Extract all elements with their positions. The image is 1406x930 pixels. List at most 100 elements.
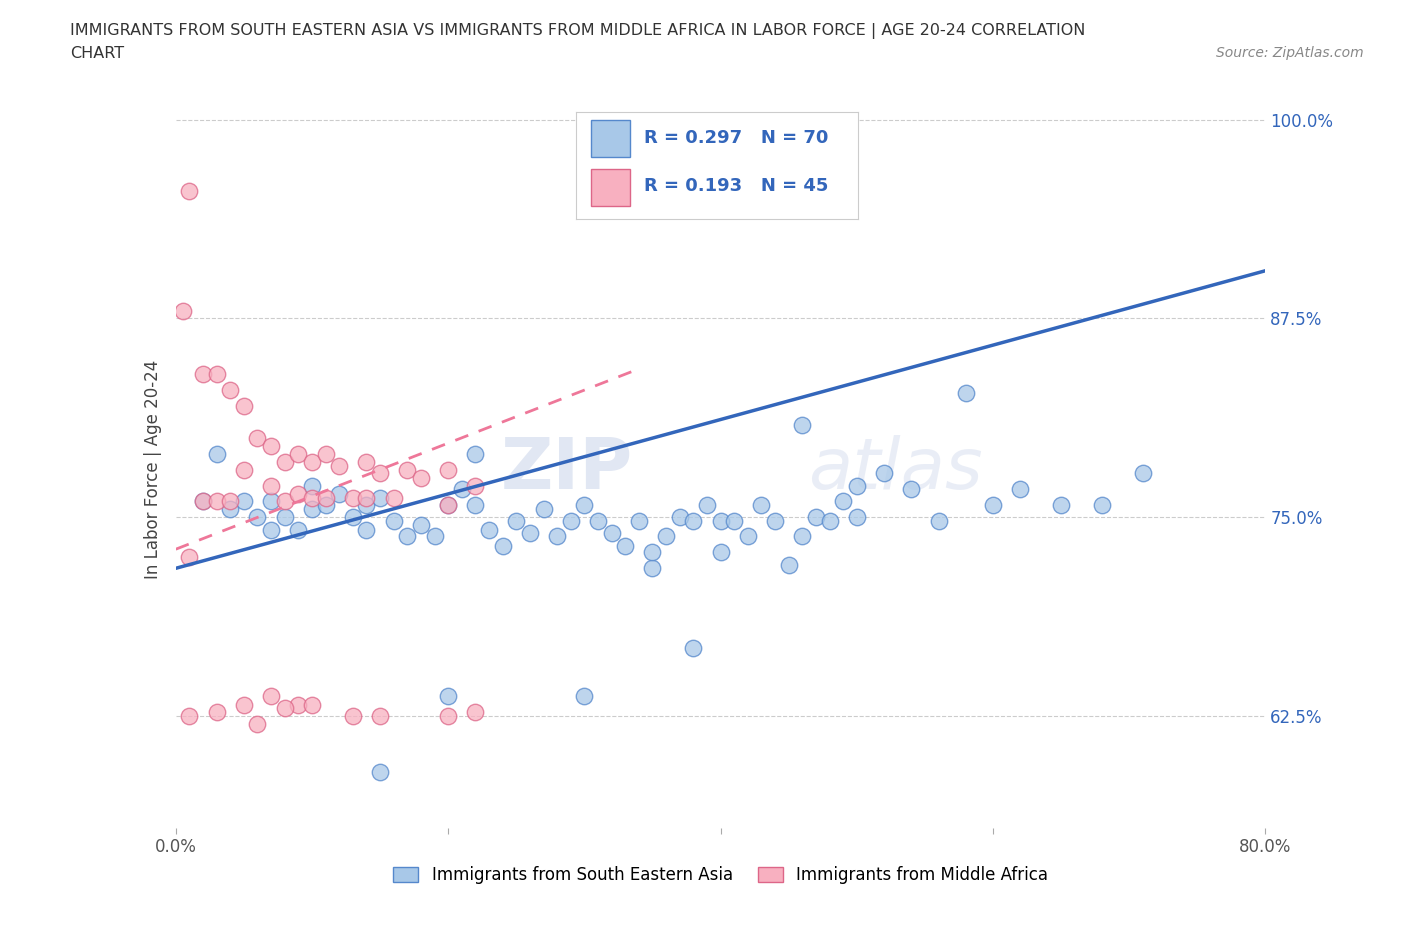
Point [533, 502, 555, 517]
Point [232, 494, 254, 509]
Point [478, 523, 501, 538]
Point [437, 709, 460, 724]
Point [301, 454, 323, 469]
Point [423, 529, 446, 544]
Point [873, 465, 896, 480]
Point [981, 498, 1004, 512]
Point [778, 558, 800, 573]
Point [955, 386, 977, 401]
Point [1132, 465, 1154, 480]
Point [792, 418, 814, 432]
Legend: Immigrants from South Eastern Asia, Immigrants from Middle Africa: Immigrants from South Eastern Asia, Immi… [387, 859, 1054, 891]
Y-axis label: In Labor Force | Age 20-24: In Labor Force | Age 20-24 [143, 360, 162, 579]
Point [437, 462, 460, 477]
Point [219, 494, 242, 509]
Point [342, 491, 364, 506]
Point [492, 538, 515, 553]
Point [179, 184, 201, 199]
Point [832, 494, 855, 509]
Point [328, 486, 350, 501]
Point [301, 502, 323, 517]
Point [274, 701, 297, 716]
Point [205, 494, 228, 509]
Point [301, 698, 323, 712]
Point [627, 513, 650, 528]
Point [396, 462, 419, 477]
Point [396, 529, 419, 544]
Point [191, 366, 214, 381]
Point [172, 303, 194, 318]
Point [260, 494, 283, 509]
Point [232, 698, 254, 712]
Point [315, 446, 337, 461]
Point [191, 494, 214, 509]
Point [382, 513, 405, 528]
Point [205, 366, 228, 381]
Point [804, 510, 827, 525]
Text: atlas: atlas [807, 435, 983, 504]
Point [274, 510, 297, 525]
Point [519, 525, 541, 540]
Point [342, 709, 364, 724]
Point [818, 513, 841, 528]
Point [287, 486, 309, 501]
Point [763, 513, 786, 528]
Point [505, 513, 527, 528]
Point [437, 688, 460, 703]
Point [260, 688, 283, 703]
Point [751, 498, 773, 512]
Point [614, 538, 637, 553]
Point [1050, 498, 1073, 512]
Point [301, 491, 323, 506]
Point [246, 510, 269, 525]
Point [356, 498, 378, 512]
Point [219, 382, 242, 397]
Point [368, 491, 391, 506]
FancyBboxPatch shape [591, 169, 630, 206]
Point [342, 510, 364, 525]
Point [356, 491, 378, 506]
Point [232, 462, 254, 477]
Point [710, 513, 733, 528]
Point [464, 498, 486, 512]
Point [574, 498, 596, 512]
Point [382, 491, 405, 506]
Point [356, 523, 378, 538]
Point [437, 498, 460, 512]
Text: R = 0.297   N = 70: R = 0.297 N = 70 [644, 129, 828, 147]
Text: ZIP: ZIP [501, 435, 633, 504]
Point [301, 478, 323, 493]
Point [246, 717, 269, 732]
Point [437, 498, 460, 512]
Point [205, 446, 228, 461]
Point [232, 399, 254, 414]
Point [464, 478, 486, 493]
Point [219, 502, 242, 517]
Point [574, 688, 596, 703]
Point [315, 491, 337, 506]
Point [1091, 498, 1114, 512]
Point [368, 709, 391, 724]
Point [641, 561, 664, 576]
Text: IMMIGRANTS FROM SOUTH EASTERN ASIA VS IMMIGRANTS FROM MIDDLE AFRICA IN LABOR FOR: IMMIGRANTS FROM SOUTH EASTERN ASIA VS IM… [70, 23, 1085, 39]
Point [179, 709, 201, 724]
Point [409, 518, 432, 533]
Point [409, 471, 432, 485]
Point [710, 545, 733, 560]
Point [792, 529, 814, 544]
FancyBboxPatch shape [591, 120, 630, 156]
Point [546, 529, 568, 544]
Point [464, 446, 486, 461]
Point [845, 510, 868, 525]
Text: CHART: CHART [70, 46, 124, 61]
Point [586, 513, 609, 528]
Point [260, 438, 283, 453]
Point [260, 523, 283, 538]
Point [368, 465, 391, 480]
Text: Source: ZipAtlas.com: Source: ZipAtlas.com [1216, 46, 1364, 60]
Point [1010, 482, 1032, 497]
Point [655, 529, 678, 544]
Point [191, 494, 214, 509]
Point [928, 513, 950, 528]
Point [560, 513, 582, 528]
